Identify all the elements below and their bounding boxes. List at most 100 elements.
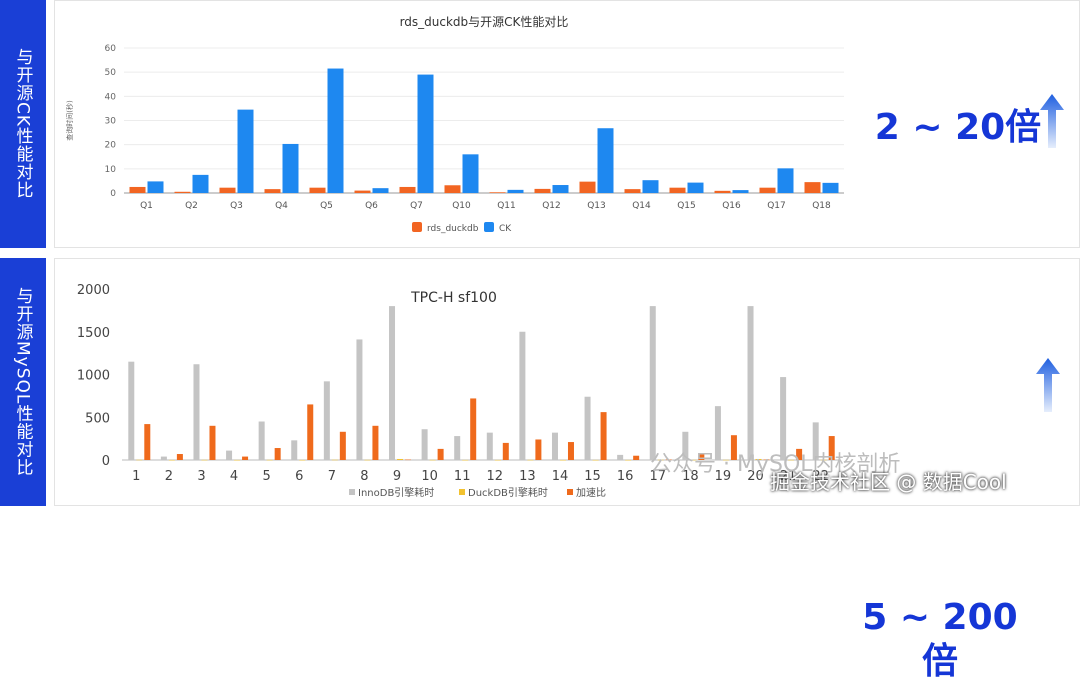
y-tick-label: 40 xyxy=(105,92,117,102)
x-tick-label: 19 xyxy=(715,469,732,484)
bar-series-2 xyxy=(364,459,371,461)
y-tick-label: 30 xyxy=(105,117,117,127)
y-tick-label: 0 xyxy=(110,189,116,199)
bar-series-1 xyxy=(389,306,396,460)
bar-series-2 xyxy=(136,459,143,461)
bar-series-2 xyxy=(657,459,664,461)
bar-series-1 xyxy=(551,432,558,460)
bar-series-1 xyxy=(193,364,200,460)
x-tick-label: Q5 xyxy=(320,201,333,211)
x-tick-label: 12 xyxy=(487,469,504,484)
bar-series-3 xyxy=(828,436,835,460)
top-panel: 与开源CK性能对比 rds_duckdb与开源CK性能对比 0 10 20 30 40 50… xyxy=(0,0,1080,248)
bar-series-2 xyxy=(722,459,729,461)
bar-series-3 xyxy=(502,442,509,460)
y-tick-label: 1500 xyxy=(77,326,110,341)
bar-series-3 xyxy=(567,442,574,460)
bar-series-3 xyxy=(535,439,542,460)
chart-ck-comparison: rds_duckdb与开源CK性能对比 0 10 20 30 40 50 60 查询时间(秒) Q… xyxy=(65,15,844,234)
bar-series-1 xyxy=(291,440,298,460)
bar-series-1 xyxy=(649,306,656,460)
bar-series-1 xyxy=(323,381,330,460)
bar-series-2 xyxy=(494,459,501,461)
x-tick-label: Q12 xyxy=(542,201,561,211)
bar-rds-duckdb xyxy=(444,185,461,193)
bar-rds-duckdb xyxy=(534,188,551,193)
legend-swatch xyxy=(484,222,494,232)
y-tick-label: 0 xyxy=(102,454,110,469)
bar-ck xyxy=(147,181,164,193)
bar-series-2 xyxy=(788,459,795,461)
y-tick-label: 60 xyxy=(105,44,117,54)
bar-series-2 xyxy=(397,458,404,460)
legend-label: DuckDB引擎耗时 xyxy=(468,486,548,499)
x-tick-label: 21 xyxy=(780,469,797,484)
bar-series-3 xyxy=(698,453,705,460)
x-tick-label: Q7 xyxy=(410,201,423,211)
bar-series-3 xyxy=(730,435,737,460)
bar-rds-duckdb xyxy=(174,191,191,193)
x-tick-label: Q1 xyxy=(140,201,153,211)
x-tick-label: 14 xyxy=(552,469,569,484)
bar-rds-duckdb xyxy=(399,186,416,193)
x-tick-label: 8 xyxy=(360,469,368,484)
bar-ck xyxy=(642,180,659,193)
watermark-wechat: 公众号 · MySQL内核剖析 xyxy=(650,452,901,477)
bar-ck xyxy=(192,174,209,193)
x-tick-label: Q11 xyxy=(497,201,516,211)
y-tick-label: 50 xyxy=(105,68,117,78)
bar-series-2 xyxy=(299,459,306,461)
speedup-callout-mysql-line1: 5 ~ 200 xyxy=(862,597,1018,638)
bar-rds-duckdb xyxy=(579,181,596,193)
bar-series-1 xyxy=(519,331,526,460)
side-tab-mysql-label: 与开源MySQL性能对比 xyxy=(12,287,33,477)
bar-ck xyxy=(777,168,794,193)
legend-swatch xyxy=(567,489,573,495)
side-tab-mysql: 与开源MySQL性能对比 xyxy=(0,258,46,506)
x-tick-label: 4 xyxy=(230,469,238,484)
bar-series-3 xyxy=(242,456,249,460)
bar-ck xyxy=(552,185,569,193)
y-tick-label: 10 xyxy=(105,165,117,175)
bar-series-1 xyxy=(160,456,167,460)
bar-rds-duckdb xyxy=(489,192,506,193)
speedup-callout-mysql-line2: 倍 xyxy=(921,641,958,682)
bar-series-1 xyxy=(682,431,689,460)
bar-series-3 xyxy=(176,454,183,460)
x-tick-label: Q10 xyxy=(452,201,471,211)
x-tick-label: Q13 xyxy=(587,201,606,211)
bar-series-1 xyxy=(812,422,819,460)
bar-ck xyxy=(687,182,704,193)
bar-ck xyxy=(507,189,524,193)
x-tick-label: 18 xyxy=(682,469,699,484)
bar-series-1 xyxy=(258,421,265,460)
x-tick-label: Q3 xyxy=(230,201,243,211)
bar-series-2 xyxy=(690,459,697,461)
bar-rds-duckdb xyxy=(264,189,281,193)
bar-series-3 xyxy=(763,459,770,461)
bar-ck xyxy=(237,109,254,193)
bar-rds-duckdb xyxy=(714,190,731,193)
x-tick-label: 3 xyxy=(197,469,205,484)
bar-rds-duckdb xyxy=(669,187,686,193)
bar-series-1 xyxy=(356,339,363,460)
bar-series-3 xyxy=(405,459,412,461)
legend-swatch xyxy=(459,489,465,495)
bar-ck xyxy=(327,68,344,193)
bar-series-2 xyxy=(331,459,338,461)
bar-series-1 xyxy=(780,377,787,460)
x-tick-label: 2 xyxy=(165,469,173,484)
bar-rds-duckdb xyxy=(624,189,641,193)
bar-series-3 xyxy=(633,455,640,460)
bar-ck xyxy=(462,154,479,193)
bar-series-1 xyxy=(128,361,135,460)
side-tab-ck: 与开源CK性能对比 xyxy=(0,0,46,248)
x-tick-label: 5 xyxy=(263,469,271,484)
bar-series-1 xyxy=(226,450,233,460)
x-tick-label: Q4 xyxy=(275,201,288,211)
bar-series-2 xyxy=(527,459,534,461)
bar-series-1 xyxy=(486,432,493,460)
x-tick-label: Q14 xyxy=(632,201,651,211)
bar-ck xyxy=(822,182,839,193)
x-tick-label: 6 xyxy=(295,469,303,484)
